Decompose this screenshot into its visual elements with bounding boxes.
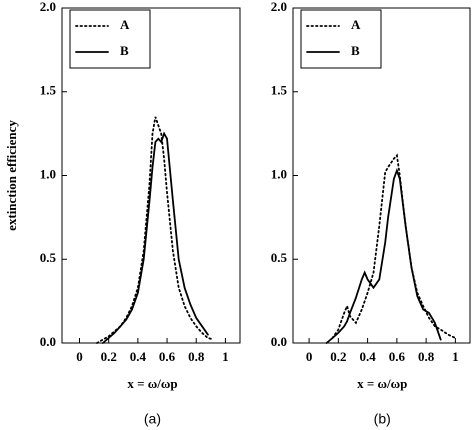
x-tick-label: 0.6: [389, 349, 406, 364]
y-tick-label: 0.0: [271, 334, 287, 349]
x-tick-label: 0: [306, 349, 313, 364]
legend-label: A: [351, 17, 361, 32]
x-tick-label: 1: [452, 349, 459, 364]
x-axis-label: x = ω/ωp: [127, 376, 177, 391]
y-tick-label: 1.0: [271, 166, 287, 181]
x-tick-label: 1: [222, 349, 229, 364]
legend-box: [69, 9, 151, 69]
x-tick-label: 0.2: [330, 349, 346, 364]
series-line: [325, 167, 442, 344]
panel-caption: (a): [144, 411, 161, 427]
x-tick-label: 0.8: [188, 349, 205, 364]
x-tick-label: 0.4: [130, 349, 147, 364]
y-tick-label: 0.0: [40, 334, 56, 349]
x-tick-label: 0.6: [159, 349, 176, 364]
legend-box: [300, 9, 382, 69]
y-tick-label: 1.5: [271, 83, 288, 98]
x-tick-label: 0: [76, 349, 83, 364]
y-tick-label: 1.0: [40, 166, 56, 181]
x-tick-label: 0.2: [101, 349, 117, 364]
series-line: [102, 131, 209, 344]
legend-label: B: [351, 43, 360, 58]
y-tick-label: 0.5: [271, 250, 288, 265]
y-tick-label: 2.0: [271, 0, 287, 14]
series-line: [331, 153, 457, 339]
x-tick-label: 0.4: [359, 349, 376, 364]
legend-label: B: [120, 43, 129, 58]
y-axis-label: extinction efficiency: [4, 120, 19, 231]
y-tick-label: 1.5: [40, 83, 57, 98]
panel-caption: (b): [374, 411, 391, 427]
y-tick-label: 0.5: [40, 250, 57, 265]
x-tick-label: 0.8: [418, 349, 435, 364]
x-axis-label: x = ω/ωp: [357, 376, 407, 391]
legend-label: A: [120, 17, 130, 32]
series-line: [96, 116, 215, 344]
y-tick-label: 2.0: [40, 0, 56, 14]
